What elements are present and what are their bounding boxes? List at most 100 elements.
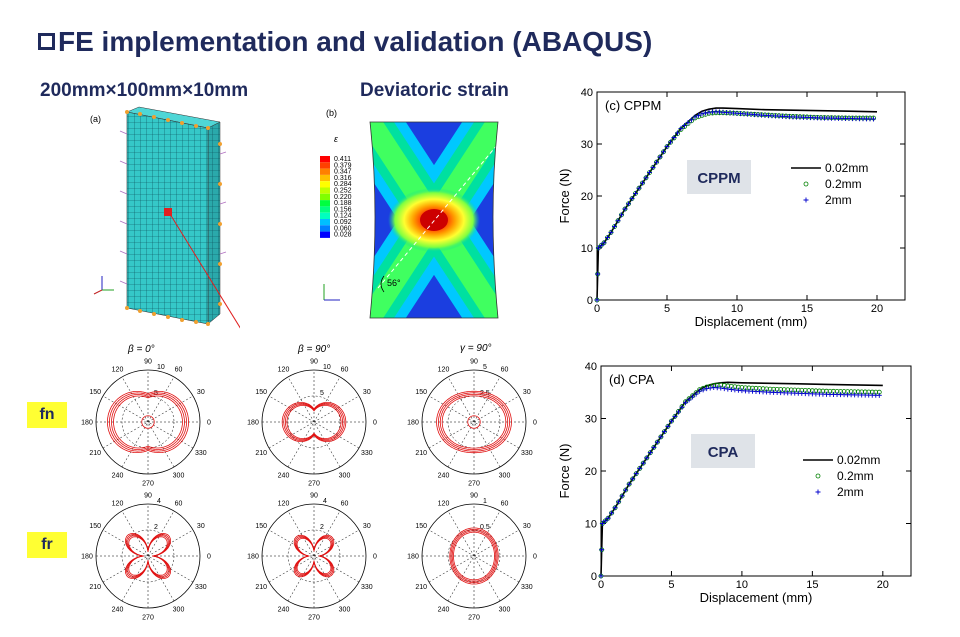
data-point xyxy=(630,476,636,482)
x-tick-label: 0 xyxy=(598,579,604,591)
polar-curve xyxy=(286,405,342,439)
data-point xyxy=(629,196,635,202)
contour-legend-swatch xyxy=(320,219,330,226)
polar-angle-label: 300 xyxy=(339,606,351,613)
contour-legend-value: 0.092 xyxy=(334,219,352,226)
data-point xyxy=(689,117,694,123)
y-tick-label: 20 xyxy=(581,191,593,203)
page-title: FE implementation and validation (ABAQUS… xyxy=(38,26,652,58)
polar-angle-label: 0 xyxy=(207,420,211,427)
y-tick-label: 20 xyxy=(585,466,597,478)
data-point xyxy=(654,159,659,165)
polar-angle-label: 0 xyxy=(373,420,377,427)
data-point xyxy=(595,245,601,251)
x-tick-label: 15 xyxy=(806,579,818,591)
data-point xyxy=(647,450,653,456)
data-point xyxy=(598,242,604,248)
contour-legend-value: 0.028 xyxy=(334,232,352,239)
force-displacement-chart-cppm: 0 5 10 15 20 0 10 20 30 40 Displacement (mm) Force … xyxy=(557,87,906,329)
polar-angle-label: 150 xyxy=(255,523,267,530)
data-point xyxy=(679,404,685,410)
series-2mm xyxy=(598,385,882,579)
polar-radial-label: 0.5 xyxy=(480,524,490,531)
polar-angle-label: 30 xyxy=(197,389,205,396)
data-point xyxy=(707,385,713,391)
contour-legend-swatch xyxy=(320,174,330,182)
axis-triad-b xyxy=(323,284,340,301)
polar-angle-label: 120 xyxy=(278,501,290,508)
polar-curve xyxy=(449,527,499,585)
polar-angle-label: 150 xyxy=(415,389,427,396)
polar-angle-label: 60 xyxy=(175,501,183,508)
polar-radial-label: 5 xyxy=(320,390,324,397)
data-point xyxy=(685,120,691,126)
polar-angle-label: 180 xyxy=(81,420,93,427)
legend-label: 0.02mm xyxy=(837,453,880,467)
data-point xyxy=(693,391,699,397)
data-point xyxy=(661,429,667,435)
series-2mm xyxy=(594,109,876,303)
polar-angle-label: 210 xyxy=(415,584,427,591)
polar-angle-label: 120 xyxy=(438,501,450,508)
contour-legend-swatch xyxy=(320,225,330,232)
polar-angle-label: 30 xyxy=(523,523,531,530)
specimen-size-label: 200mm×100mm×10mm xyxy=(40,80,249,101)
y-axis-label: Force (N) xyxy=(557,444,572,499)
polar-angle-label: 270 xyxy=(308,615,320,622)
polar-radial-label: 2 xyxy=(154,524,158,531)
polar-header-2: β = 90° xyxy=(298,344,331,355)
fe-mesh-figure: (a) xyxy=(90,106,240,329)
x-tick-label: 20 xyxy=(877,579,889,591)
polar-radial-label: 10 xyxy=(323,364,331,371)
legend-label: 2mm xyxy=(825,193,852,207)
polar-angle-label: 150 xyxy=(89,389,101,396)
panel-a-label: (a) xyxy=(90,114,101,124)
contour-legend-swatch xyxy=(320,212,330,219)
polar-angle-label: 90 xyxy=(310,493,318,500)
contour-figure: (b) 56° ε 0.4110.3790.3470.3160.2840.252… xyxy=(320,108,499,319)
data-point xyxy=(643,175,649,181)
polar-angle-label: 240 xyxy=(278,472,290,479)
data-point xyxy=(650,164,656,170)
data-point xyxy=(692,114,698,120)
data-point xyxy=(647,170,652,176)
data-point xyxy=(678,125,684,131)
polar-angle-label: 180 xyxy=(407,554,419,561)
x-tick-label: 20 xyxy=(871,303,883,315)
contour-legend-value: 0.156 xyxy=(334,206,352,213)
polar-curve xyxy=(467,415,481,429)
polar-angle-label: 30 xyxy=(523,389,531,396)
data-point xyxy=(615,218,621,224)
polar-angle-label: 90 xyxy=(144,359,152,366)
contour-legend-value: 0.220 xyxy=(334,194,352,201)
data-point xyxy=(633,190,638,196)
polar-angle-label: 330 xyxy=(195,584,207,591)
contour-legend-swatch xyxy=(320,187,330,194)
x-tick-label: 10 xyxy=(736,579,748,591)
data-point xyxy=(644,455,650,461)
polar-curve xyxy=(111,394,185,450)
x-tick-label: 5 xyxy=(668,579,674,591)
legend-label: 2mm xyxy=(837,485,864,499)
polar-angle-label: 90 xyxy=(310,359,318,366)
polar-angle-label: 330 xyxy=(361,450,373,457)
y-tick-label: 10 xyxy=(581,243,593,255)
polar-curve xyxy=(441,395,507,449)
data-point xyxy=(626,481,632,487)
legend-swatch xyxy=(815,489,821,495)
legend-label: 0.02mm xyxy=(825,161,868,175)
polar-curve xyxy=(281,402,347,442)
data-point xyxy=(601,240,607,246)
plot-area xyxy=(596,91,906,301)
polar-angle-label: 240 xyxy=(438,472,450,479)
data-point xyxy=(700,387,706,393)
data-point xyxy=(718,385,724,391)
row-label-fn: fn xyxy=(27,402,67,428)
y-tick-label: 0 xyxy=(587,295,593,307)
polar-header-1: β = 0° xyxy=(128,344,155,355)
data-point xyxy=(619,212,624,218)
data-point xyxy=(876,392,882,398)
polar-angle-label: 330 xyxy=(521,584,533,591)
